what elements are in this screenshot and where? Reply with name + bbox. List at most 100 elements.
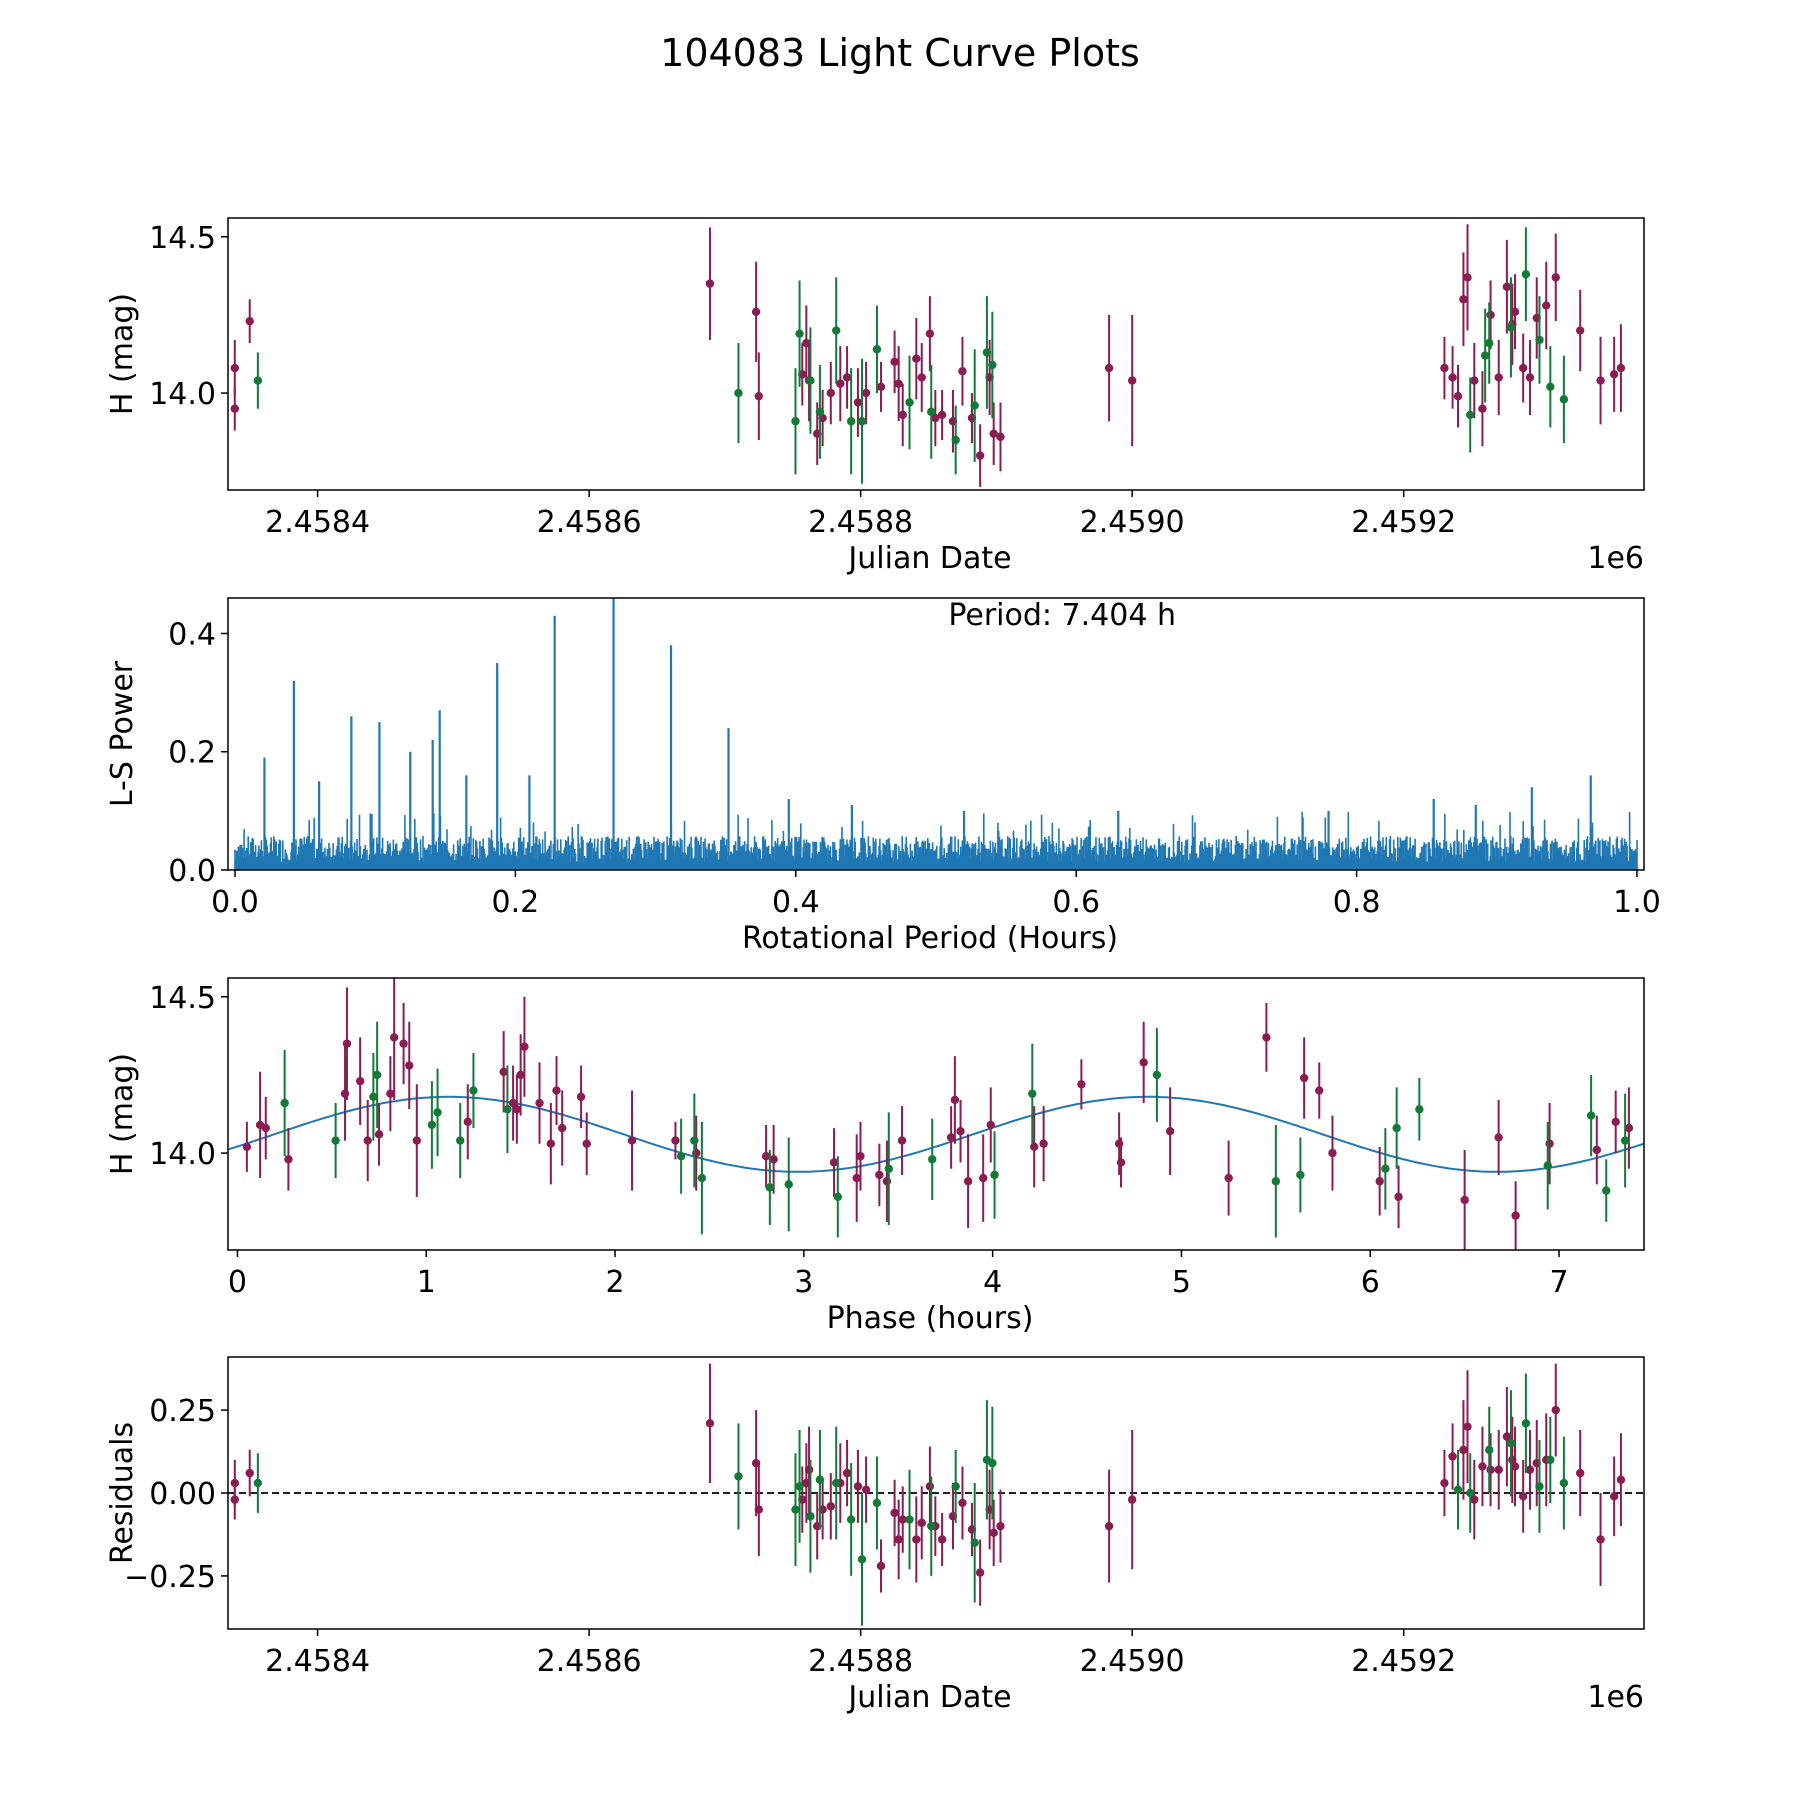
x-tick-label: 2 bbox=[605, 1265, 624, 1300]
data-point bbox=[852, 1173, 861, 1183]
data-point bbox=[927, 1521, 936, 1531]
data-point bbox=[912, 354, 921, 363]
figure-title: 104083 Light Curve Plots bbox=[660, 31, 1140, 75]
data-point bbox=[342, 1039, 352, 1048]
data-point bbox=[872, 1498, 882, 1508]
data-point bbox=[499, 1067, 508, 1076]
data-point bbox=[386, 1089, 395, 1098]
data-point bbox=[1559, 395, 1569, 404]
data-point bbox=[986, 1120, 995, 1130]
data-point bbox=[557, 1123, 567, 1133]
data-point bbox=[1077, 1080, 1086, 1089]
data-point bbox=[1478, 1462, 1487, 1471]
x-tick-label: 1.0 bbox=[1613, 885, 1661, 920]
data-point bbox=[253, 1478, 263, 1488]
data-point bbox=[846, 417, 856, 426]
data-point bbox=[928, 1155, 937, 1164]
data-point bbox=[1152, 1070, 1162, 1080]
axes-frame bbox=[227, 217, 1645, 491]
data-point bbox=[1609, 1492, 1619, 1501]
data-point bbox=[861, 1485, 871, 1494]
x-tick-label: 0.8 bbox=[1333, 885, 1381, 920]
data-point bbox=[1139, 1058, 1148, 1067]
data-point bbox=[1127, 1495, 1137, 1504]
data-point bbox=[1518, 1492, 1528, 1501]
data-point bbox=[1542, 301, 1551, 310]
data-point bbox=[389, 1033, 399, 1042]
data-point bbox=[832, 1478, 841, 1488]
data-point bbox=[1592, 1145, 1602, 1155]
data-point bbox=[1494, 1133, 1503, 1142]
data-point bbox=[989, 1528, 998, 1538]
x-axis-label: Julian Date bbox=[846, 541, 1011, 576]
data-point bbox=[705, 1419, 715, 1428]
axes-frame bbox=[227, 597, 1645, 871]
data-point bbox=[1521, 270, 1531, 279]
data-point bbox=[951, 435, 960, 445]
y-axis-label: H (mag) bbox=[105, 1053, 140, 1175]
x-tick-label: 5 bbox=[1172, 1265, 1191, 1300]
data-point bbox=[1602, 1186, 1611, 1195]
data-point bbox=[975, 451, 985, 460]
x-axis-label: Phase (hours) bbox=[827, 1301, 1034, 1336]
data-point bbox=[1262, 1033, 1271, 1042]
residuals-plot-area bbox=[228, 1363, 1644, 1626]
data-point bbox=[806, 1512, 815, 1521]
data-point bbox=[826, 1502, 835, 1511]
data-point bbox=[1494, 1465, 1503, 1474]
data-point bbox=[829, 1158, 839, 1167]
data-point bbox=[363, 1136, 372, 1145]
data-point bbox=[1271, 1177, 1281, 1186]
data-point bbox=[1453, 1485, 1463, 1494]
data-point bbox=[884, 1164, 893, 1173]
data-point bbox=[1460, 1195, 1469, 1205]
data-point bbox=[890, 1508, 899, 1518]
data-point bbox=[1551, 273, 1560, 282]
data-point bbox=[576, 1092, 586, 1102]
data-point bbox=[284, 1155, 293, 1164]
data-point bbox=[956, 1126, 965, 1136]
data-point bbox=[925, 329, 935, 338]
y-tick-label: 0.0 bbox=[168, 854, 216, 889]
data-point bbox=[897, 1136, 907, 1145]
data-point bbox=[1165, 1126, 1175, 1136]
data-point bbox=[1448, 373, 1457, 382]
data-point bbox=[1485, 1445, 1494, 1455]
data-point bbox=[917, 373, 926, 382]
x-tick-label: 2.4584 bbox=[265, 505, 370, 540]
data-point bbox=[1525, 1465, 1535, 1474]
data-point bbox=[512, 1105, 522, 1114]
data-point bbox=[1586, 1111, 1596, 1120]
data-point bbox=[912, 1535, 921, 1544]
data-point bbox=[676, 1152, 686, 1161]
x-tick-label: 0.2 bbox=[492, 885, 540, 920]
x-axis-label: Julian Date bbox=[846, 1680, 1011, 1715]
data-point bbox=[842, 373, 852, 382]
residuals-panel: 2.4584 2.4586 2.4588 2.4590 2.4592 −0.25 0.00 0… bbox=[105, 1356, 1645, 1715]
data-point bbox=[340, 1089, 350, 1098]
data-point bbox=[1463, 273, 1472, 282]
y-tick-label: 0.2 bbox=[168, 736, 216, 771]
data-point bbox=[230, 363, 239, 373]
data-point bbox=[917, 1518, 926, 1528]
data-point bbox=[405, 1061, 414, 1070]
data-point bbox=[751, 307, 761, 316]
data-point bbox=[754, 1505, 764, 1514]
data-point bbox=[1453, 392, 1463, 401]
data-point bbox=[230, 404, 239, 413]
data-point bbox=[1575, 1468, 1585, 1478]
data-point bbox=[242, 1142, 252, 1152]
data-point bbox=[1546, 382, 1555, 392]
data-point bbox=[1296, 1170, 1305, 1180]
data-point bbox=[1596, 1535, 1605, 1544]
data-point bbox=[1535, 1482, 1544, 1491]
data-point bbox=[1506, 1439, 1516, 1448]
axes-frame bbox=[227, 977, 1645, 1251]
data-point bbox=[734, 388, 743, 398]
data-point bbox=[905, 1515, 914, 1524]
data-point bbox=[1039, 1139, 1048, 1148]
data-point bbox=[963, 1177, 973, 1186]
data-point bbox=[1104, 363, 1114, 373]
data-point bbox=[399, 1039, 408, 1048]
